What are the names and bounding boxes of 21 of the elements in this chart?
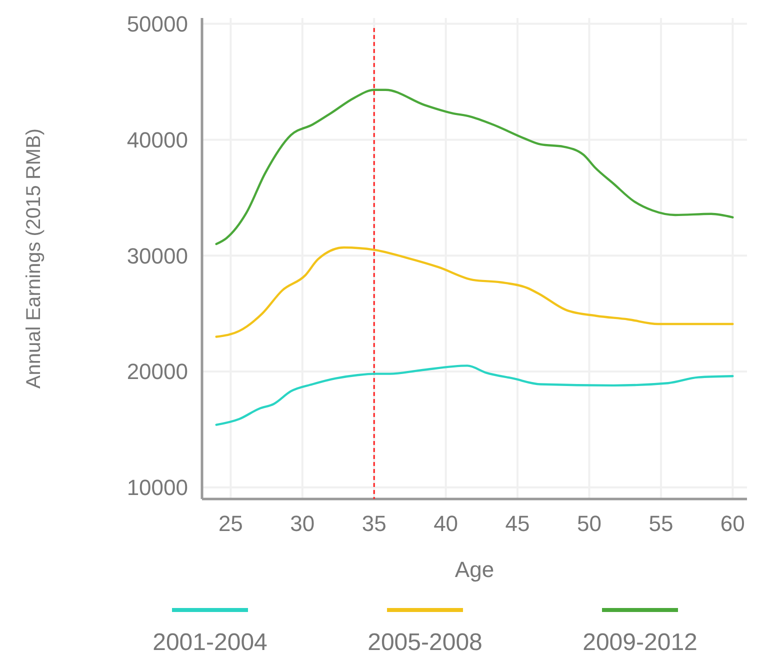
- y-axis-title: Annual Earnings (2015 RMB): [23, 128, 45, 389]
- x-tick-label: 35: [362, 511, 386, 536]
- x-tick-label: 30: [290, 511, 315, 536]
- legend-label: 2001-2004: [152, 629, 268, 656]
- x-tick-label: 60: [720, 511, 745, 536]
- x-tick-label: 25: [218, 511, 243, 536]
- x-tick-label: 50: [576, 511, 602, 536]
- y-tick-label: 20000: [126, 359, 188, 384]
- x-tick-label: 45: [505, 511, 530, 536]
- y-tick-label: 10000: [126, 475, 188, 500]
- x-tick-label: 55: [648, 511, 674, 536]
- line-series: [215, 364, 734, 426]
- x-tick-label: 40: [434, 511, 458, 536]
- x-axis-title: Age: [454, 557, 494, 582]
- line-series: [215, 88, 734, 246]
- line-series: [215, 246, 734, 338]
- y-tick-label: 50000: [126, 11, 188, 36]
- legend-label: 2009-2012: [582, 629, 698, 656]
- y-tick-label: 30000: [126, 243, 188, 268]
- y-tick-label: 40000: [126, 127, 188, 152]
- legend-label: 2005-2008: [368, 629, 482, 656]
